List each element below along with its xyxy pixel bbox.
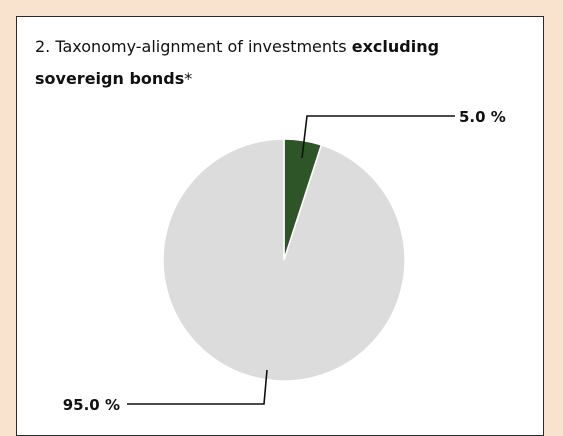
data-label-0: 5.0 % xyxy=(459,108,506,126)
title-suffix: * xyxy=(184,69,193,88)
title-bold: excluding sovereign bonds xyxy=(35,37,440,88)
pie-slice-1 xyxy=(162,138,406,382)
leader-line-0 xyxy=(301,115,455,159)
data-label-1: 95.0 % xyxy=(63,396,120,414)
chart-title: 2. Taxonomy-alignment of investments exc… xyxy=(35,31,505,95)
title-prefix: 2. Taxonomy-alignment of investments xyxy=(35,37,352,56)
leader-line-1 xyxy=(127,369,268,405)
